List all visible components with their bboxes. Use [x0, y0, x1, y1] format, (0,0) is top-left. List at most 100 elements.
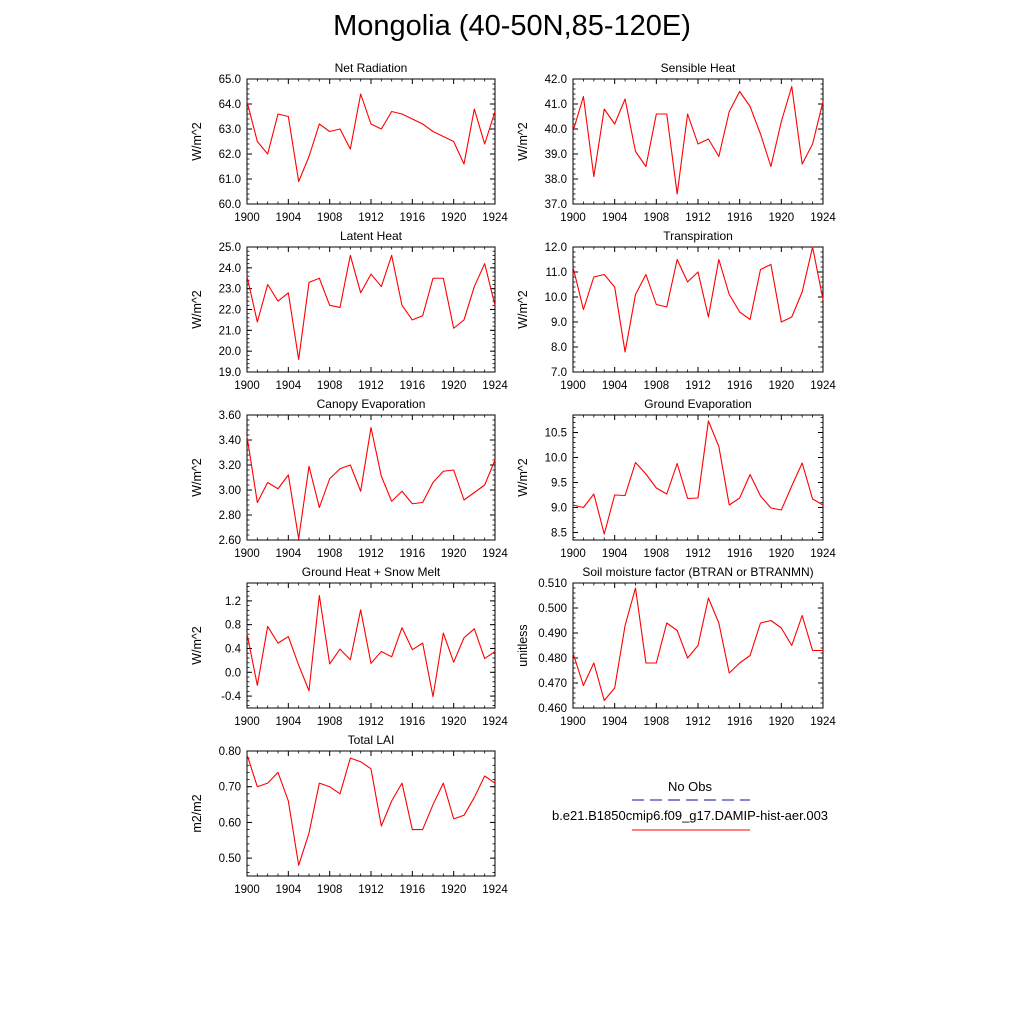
x-tick-label: 1916 — [400, 884, 426, 896]
y-tick-label: 60.0 — [219, 199, 241, 211]
y-tick-label: 0.470 — [538, 678, 567, 690]
x-tick-label: 1900 — [234, 212, 260, 224]
y-tick-label: 2.80 — [219, 510, 241, 522]
x-tick-label: 1924 — [810, 716, 836, 728]
series-line — [572, 587, 823, 702]
y-tick-label: 0.50 — [219, 853, 241, 865]
plot-frame — [246, 78, 496, 205]
y-tick-label: 40.0 — [545, 124, 567, 136]
y-tick-label: 0.4 — [225, 643, 242, 655]
x-tick-label: 1908 — [644, 548, 670, 560]
x-tick-label: 1916 — [727, 548, 753, 560]
chart-title: Transpiration — [663, 229, 733, 243]
y-axis-label: W/m^2 — [190, 290, 204, 329]
x-tick-label: 1920 — [769, 548, 795, 560]
x-tick-label: 1916 — [727, 716, 753, 728]
plot-frame — [572, 246, 824, 373]
y-tick-label: 19.0 — [219, 367, 241, 379]
plot-frame — [572, 414, 824, 541]
x-tick-label: 1904 — [276, 548, 302, 560]
y-tick-label: 0.80 — [219, 746, 241, 758]
plot-frame — [246, 246, 496, 373]
y-tick-label: 8.0 — [551, 342, 567, 354]
x-tick-label: 1900 — [560, 548, 586, 560]
y-tick-label: 62.0 — [219, 149, 241, 161]
y-tick-label: 12.0 — [545, 242, 567, 254]
chart-title: Latent Heat — [340, 229, 403, 243]
y-tick-label: 0.0 — [225, 667, 241, 679]
y-tick-label: 0.70 — [219, 782, 241, 794]
y-axis-label: W/m^2 — [190, 458, 204, 497]
y-tick-label: -0.4 — [221, 691, 241, 703]
x-tick-label: 1924 — [482, 212, 508, 224]
chart-panel-9: 0.50 0.60 0.70 0.80 1900 1904 1908 1912 1916 1920… — [190, 733, 508, 896]
x-tick-label: 1912 — [358, 716, 384, 728]
chart-title: Soil moisture factor (BTRAN or BTRANMN) — [582, 565, 813, 579]
x-tick-label: 1920 — [441, 212, 467, 224]
x-tick-label: 1904 — [276, 716, 302, 728]
x-tick-label: 1900 — [234, 380, 260, 392]
x-tick-label: 1904 — [602, 212, 628, 224]
chart-panel-8: 0.460 0.470 0.480 0.490 0.500 0.510 1900 1904 19… — [516, 565, 836, 728]
x-tick-label: 1912 — [358, 380, 384, 392]
x-tick-label: 1924 — [810, 548, 836, 560]
x-tick-label: 1920 — [441, 380, 467, 392]
y-axis-label: W/m^2 — [516, 290, 530, 329]
y-tick-label: 42.0 — [545, 74, 567, 86]
x-tick-label: 1916 — [400, 716, 426, 728]
y-tick-label: 20.0 — [219, 346, 241, 358]
x-tick-label: 1900 — [234, 548, 260, 560]
x-tick-label: 1916 — [400, 380, 426, 392]
chart-title: Net Radiation — [335, 61, 408, 75]
y-tick-label: 61.0 — [219, 174, 241, 186]
x-tick-label: 1924 — [810, 212, 836, 224]
x-tick-label: 1908 — [644, 380, 670, 392]
y-tick-label: 11.0 — [545, 267, 567, 279]
x-tick-label: 1916 — [727, 380, 753, 392]
y-tick-label: 9.0 — [551, 503, 567, 515]
x-tick-label: 1908 — [317, 212, 343, 224]
x-tick-label: 1924 — [482, 716, 508, 728]
x-tick-label: 1904 — [602, 716, 628, 728]
y-axis-label: W/m^2 — [190, 626, 204, 665]
x-tick-label: 1900 — [560, 380, 586, 392]
y-tick-label: 3.40 — [219, 435, 241, 447]
y-tick-label: 0.510 — [538, 578, 567, 590]
x-tick-label: 1900 — [234, 884, 260, 896]
x-tick-label: 1924 — [810, 380, 836, 392]
x-tick-label: 1912 — [685, 548, 711, 560]
y-tick-label: 41.0 — [545, 99, 567, 111]
y-tick-label: 22.0 — [219, 305, 241, 317]
y-tick-label: 3.00 — [219, 485, 241, 497]
y-tick-label: 65.0 — [219, 74, 241, 86]
chart-title: Ground Heat + Snow Melt — [302, 565, 441, 579]
y-tick-label: 38.0 — [545, 174, 567, 186]
y-tick-label: 8.5 — [551, 528, 567, 540]
chart-panel-3: 19.0 20.0 21.0 22.0 23.0 24.0 25.0 1900 1904 1908… — [190, 229, 508, 392]
y-tick-label: 37.0 — [545, 199, 567, 211]
x-tick-label: 1900 — [560, 212, 586, 224]
y-axis-label: W/m^2 — [516, 122, 530, 161]
x-tick-label: 1924 — [482, 380, 508, 392]
x-tick-label: 1924 — [482, 548, 508, 560]
x-tick-label: 1908 — [317, 884, 343, 896]
y-tick-label: 10.0 — [545, 453, 567, 465]
y-tick-label: 23.0 — [219, 284, 241, 296]
plot-frame — [572, 78, 824, 205]
plot-frame — [246, 582, 496, 709]
y-tick-label: 24.0 — [219, 263, 241, 275]
chart-title: Sensible Heat — [661, 61, 736, 75]
x-tick-label: 1904 — [276, 380, 302, 392]
x-tick-label: 1912 — [685, 716, 711, 728]
y-tick-label: 2.60 — [219, 535, 241, 547]
y-tick-label: 25.0 — [219, 242, 241, 254]
series-line — [572, 246, 824, 353]
x-tick-label: 1908 — [317, 380, 343, 392]
chart-title: Total LAI — [348, 733, 395, 747]
series-line — [246, 254, 496, 361]
y-tick-label: 9.0 — [551, 317, 567, 329]
chart-panel-4: 7.0 8.0 9.0 10.0 11.0 12.0 1900 1904 1908 1912 191… — [516, 229, 836, 392]
x-tick-label: 1912 — [685, 380, 711, 392]
series-line — [572, 85, 824, 195]
x-tick-label: 1912 — [358, 548, 384, 560]
